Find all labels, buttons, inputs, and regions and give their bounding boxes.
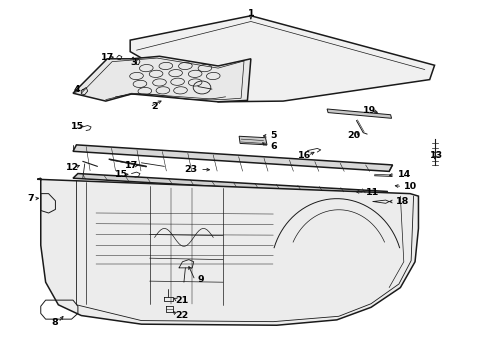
Text: 12: 12 xyxy=(66,163,80,172)
Text: 9: 9 xyxy=(197,275,204,284)
Text: 1: 1 xyxy=(247,9,254,18)
Text: 18: 18 xyxy=(395,197,409,206)
Text: 10: 10 xyxy=(404,182,417,191)
Text: 17: 17 xyxy=(125,161,138,170)
Text: 6: 6 xyxy=(270,142,277,151)
Text: 23: 23 xyxy=(184,165,197,174)
Text: 17: 17 xyxy=(100,53,114,62)
Text: 5: 5 xyxy=(270,131,277,140)
Polygon shape xyxy=(130,16,435,102)
Text: 16: 16 xyxy=(298,151,311,160)
Text: 4: 4 xyxy=(73,85,80,94)
Text: 22: 22 xyxy=(175,311,189,320)
Text: 19: 19 xyxy=(363,105,376,114)
Text: 15: 15 xyxy=(72,122,84,131)
Text: 11: 11 xyxy=(366,188,379,197)
Text: 20: 20 xyxy=(347,131,360,140)
Polygon shape xyxy=(73,56,251,102)
Text: 21: 21 xyxy=(175,296,189,305)
Polygon shape xyxy=(327,109,392,118)
Text: 3: 3 xyxy=(130,58,137,67)
Text: 2: 2 xyxy=(151,102,158,111)
Text: 15: 15 xyxy=(115,171,128,180)
Text: 7: 7 xyxy=(27,194,34,203)
Polygon shape xyxy=(37,178,418,325)
Polygon shape xyxy=(73,174,388,196)
Text: 14: 14 xyxy=(397,170,411,179)
Polygon shape xyxy=(239,136,267,145)
Text: 8: 8 xyxy=(51,318,58,327)
Polygon shape xyxy=(73,145,392,171)
Text: 13: 13 xyxy=(430,151,443,160)
